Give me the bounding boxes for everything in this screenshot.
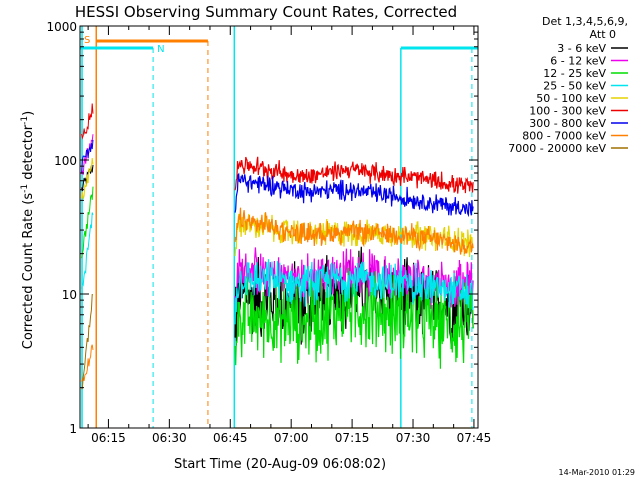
legend-label-0: 3 - 6 keV (557, 42, 606, 55)
series-early-3 (81, 212, 94, 289)
x-tick-label-4: 07:15 (335, 431, 370, 445)
series-line-5 (234, 156, 474, 194)
series-line-6 (234, 172, 474, 218)
series-early-4 (81, 158, 94, 200)
annotation-n: N (157, 44, 164, 55)
chart-title: HESSI Observing Summary Count Rates, Cor… (75, 3, 457, 21)
legend-label-8: 7000 - 20000 keV (508, 142, 606, 155)
series-early-6 (81, 139, 94, 174)
legend-header-line2: Att 0 (590, 28, 616, 41)
series-line-7 (234, 207, 474, 255)
x-tick-label-2: 06:45 (213, 431, 248, 445)
legend-header-line1: Det 1,3,4,5,6,9, (542, 15, 628, 28)
plot-area: S N 1 10 100 1000 06:15 06:30 06:45 07:00 07:15 07:… (46, 20, 491, 445)
legend-label-7: 800 - 7000 keV (522, 130, 606, 143)
legend-label-2: 12 - 25 keV (543, 67, 606, 80)
y-tick-label-2: 100 (54, 154, 77, 168)
plot-frame (79, 25, 479, 429)
legend-label-3: 25 - 50 keV (543, 80, 606, 93)
legend-label-5: 100 - 300 keV (529, 105, 606, 118)
series-early-2 (81, 186, 94, 259)
series-line-3 (234, 259, 474, 325)
y-axis-label: Corrected Count Rate (s-1 detector-1) (20, 111, 36, 349)
footer-timestamp: 14-Mar-2010 01:29 (559, 468, 636, 477)
x-tick-label-1: 06:30 (152, 431, 187, 445)
x-axis-label: Start Time (20-Aug-09 06:08:02) (174, 457, 386, 472)
y-tick-label-3: 1000 (46, 20, 77, 34)
x-tick-label-3: 07:00 (274, 431, 309, 445)
y-tick-label-0: 1 (69, 422, 77, 436)
y-tick-label-1: 10 (62, 288, 77, 302)
legend-label-6: 300 - 800 keV (529, 117, 606, 130)
series-early-5 (81, 103, 94, 140)
legend-label-1: 6 - 12 keV (550, 55, 606, 68)
x-tick-label-5: 07:30 (396, 431, 431, 445)
x-tick-label-6: 07:45 (457, 431, 492, 445)
x-tick-label-0: 06:15 (91, 431, 126, 445)
annotation-s: S (84, 35, 90, 46)
legend-label-4: 50 - 100 keV (536, 92, 606, 105)
series-early-8 (81, 293, 94, 390)
